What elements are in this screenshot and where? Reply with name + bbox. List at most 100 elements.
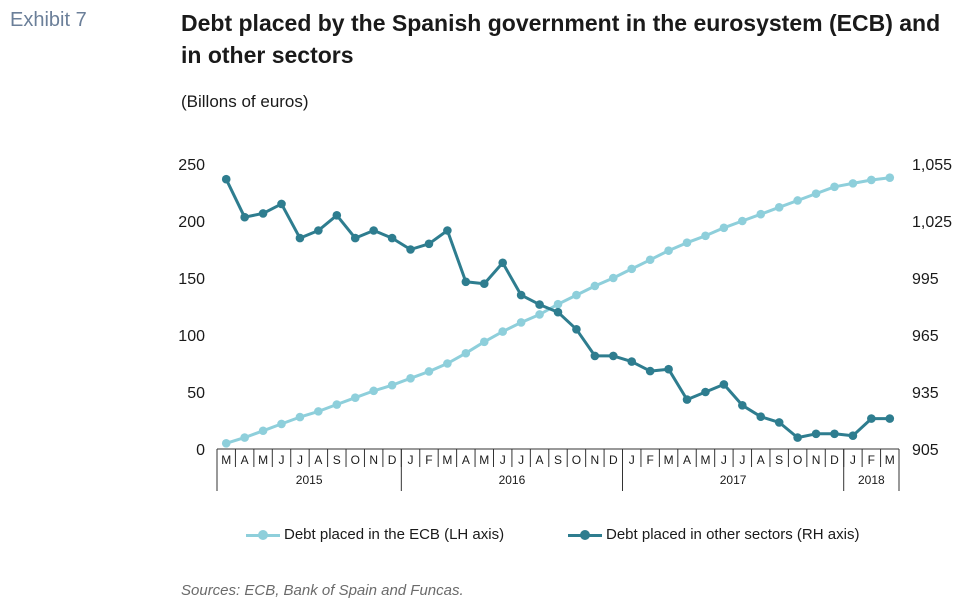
data-point-other-sectors [535,300,544,309]
data-point-other-sectors [701,387,710,397]
data-point-ecb [719,223,729,233]
legend-swatch-ecb [246,529,280,541]
x-tick-label: D [830,453,839,467]
data-point-other-sectors [350,233,360,243]
legend-item-other: Debt placed in other sectors (RH axis) [568,526,859,543]
data-point-ecb [553,299,563,309]
x-tick-label: S [775,453,783,467]
y-right-tick-label: 965 [912,328,939,345]
data-point-ecb [369,386,378,396]
y-right-tick-label: 1,055 [912,157,952,174]
data-point-ecb [387,380,397,390]
x-tick-label: J [629,453,635,467]
y-left-tick-label: 0 [196,442,205,459]
data-point-other-sectors [811,429,821,439]
x-tick-label: M [700,453,710,467]
x-tick-label: J [850,453,856,467]
x-tick-label: S [554,453,562,467]
x-tick-label: J [739,453,745,467]
x-tick-label: O [351,453,360,467]
data-point-other-sectors [848,431,858,441]
x-tick-label: A [757,453,765,467]
data-point-ecb [424,367,434,376]
chart-subtitle: (Billons of euros) [181,92,309,111]
data-point-ecb [314,407,323,416]
data-point-other-sectors [572,325,581,334]
data-point-other-sectors [479,279,489,289]
data-point-ecb [572,290,581,300]
x-tick-label: O [793,453,802,467]
data-point-ecb [867,175,876,185]
data-point-other-sectors [258,209,268,218]
data-point-other-sectors [793,433,802,442]
legend-label-ecb: Debt placed in the ECB (LH axis) [284,526,505,543]
year-label: 2015 [296,473,323,487]
data-point-ecb [240,433,249,442]
x-tick-label: J [500,453,506,467]
data-point-ecb [701,231,710,241]
data-point-other-sectors [461,277,471,287]
data-point-other-sectors [774,418,784,427]
data-point-ecb [627,264,637,274]
y-left-tick-label: 250 [178,157,205,174]
data-point-ecb [535,310,544,319]
data-point-other-sectors [424,239,434,249]
data-point-ecb [774,203,784,212]
data-point-other-sectors [867,414,876,423]
data-point-other-sectors [221,174,231,184]
x-tick-label: M [479,453,489,467]
data-point-ecb [258,426,268,436]
year-label: 2017 [720,473,747,487]
data-point-ecb [461,348,471,358]
y-right-tick-label: 935 [912,385,939,402]
x-tick-label: A [314,453,322,467]
y-left-tick-label: 50 [187,385,205,402]
y-right-tick-label: 1,025 [912,214,952,231]
x-tick-label: J [721,453,727,467]
chart-title: Debt placed by the Spanish government in… [181,10,941,68]
x-tick-label: M [221,453,231,467]
data-point-ecb [682,238,692,247]
x-tick-label: S [333,453,341,467]
data-point-other-sectors [627,357,637,366]
data-point-ecb [295,412,305,422]
data-point-other-sectors [516,290,526,300]
data-point-other-sectors [885,414,895,423]
data-point-ecb [848,179,858,188]
legend-item-ecb: Debt placed in the ECB (LH axis) [246,526,504,543]
data-point-other-sectors [756,412,766,422]
data-point-other-sectors [314,226,323,235]
data-point-other-sectors [277,199,286,209]
data-point-other-sectors [332,211,342,220]
data-point-ecb [479,337,489,347]
x-tick-label: J [518,453,524,467]
y-left-tick-label: 100 [178,328,205,345]
x-tick-label: M [885,453,895,467]
x-tick-label: J [279,453,285,467]
data-point-other-sectors [719,380,729,389]
data-point-ecb [406,374,415,383]
x-tick-label: M [258,453,268,467]
year-label: 2018 [858,473,885,487]
data-point-other-sectors [295,233,305,243]
data-point-other-sectors [738,401,747,410]
data-point-ecb [811,189,821,198]
x-tick-label: N [812,453,821,467]
data-point-other-sectors [553,307,563,317]
data-point-ecb [498,327,508,336]
x-tick-label: N [591,453,600,467]
y-left-tick-label: 200 [178,214,205,231]
year-label: 2016 [499,473,526,487]
y-right-tick-label: 995 [912,271,939,288]
data-point-ecb [590,281,600,291]
x-tick-label: A [683,453,691,467]
data-point-other-sectors [387,233,397,243]
x-tick-label: J [297,453,303,467]
x-tick-label: O [572,453,581,467]
data-point-ecb [830,182,839,192]
x-tick-label: F [646,453,653,467]
x-tick-label: J [408,453,414,467]
data-point-ecb [516,318,526,327]
data-point-ecb [756,209,766,219]
